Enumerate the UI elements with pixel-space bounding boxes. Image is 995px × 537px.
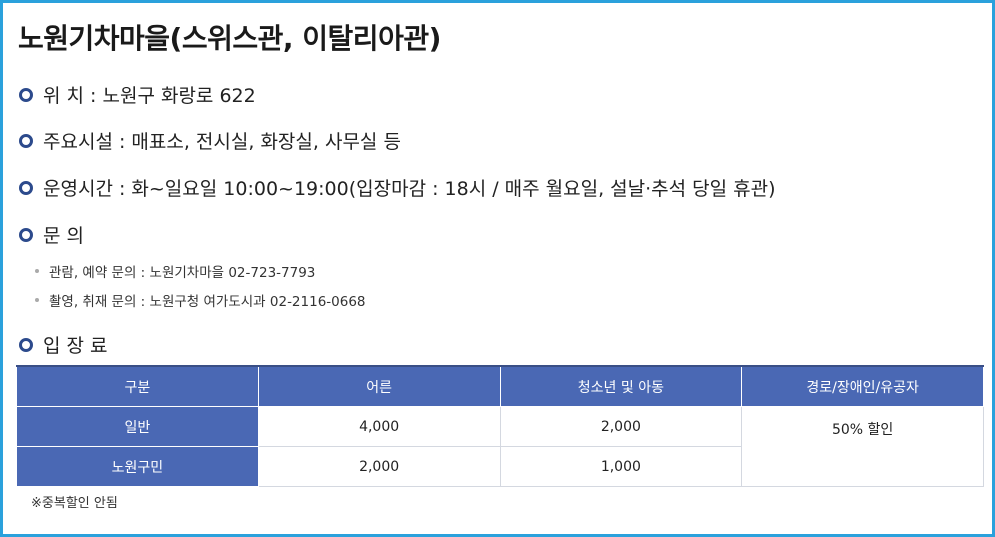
header-discount-group: 경로/장애인/유공자: [741, 365, 984, 407]
info-hours-text: 운영시간 : 화~일요일 10:00~19:00(입장마감 : 18시 / 매주…: [43, 178, 776, 200]
info-inquiry-text: 문 의: [43, 225, 84, 247]
page-title: 노원기차마을(스위스관, 이탈리아관): [18, 22, 441, 55]
fee-heading-text: 입 장 료: [43, 335, 108, 357]
cell-general-adult: 4,000: [257, 406, 501, 447]
row-label-resident: 노원구민: [16, 446, 259, 487]
dot-bullet-icon: [35, 269, 39, 273]
fee-table: 구분 어른 청소년 및 아동 경로/장애인/유공자 일반 4,000 2,000…: [16, 365, 984, 487]
discount-note: ※중복할인 안됨: [31, 496, 118, 511]
ring-bullet-icon: [19, 337, 33, 352]
cell-general-youth: 2,000: [499, 406, 743, 447]
cell-discount: 50% 할인: [741, 406, 984, 487]
ring-bullet-icon: [19, 87, 33, 102]
fee-table-header-row: 구분 어른 청소년 및 아동 경로/장애인/유공자: [16, 365, 984, 407]
cell-resident-youth: 1,000: [499, 446, 743, 487]
contact-item-tour: 관람, 예약 문의 : 노원기차마을 02-723-7793: [35, 261, 315, 281]
info-facilities-text: 주요시설 : 매표소, 전시실, 화장실, 사무실 등: [43, 131, 401, 153]
contact-item-filming: 촬영, 취재 문의 : 노원구청 여가도시과 02-2116-0668: [35, 290, 366, 310]
header-category: 구분: [16, 365, 259, 407]
ring-bullet-icon: [19, 227, 33, 242]
contact-filming-text: 촬영, 취재 문의 : 노원구청 여가도시과 02-2116-0668: [49, 294, 366, 310]
info-location-text: 위 치 : 노원구 화랑로 622: [43, 85, 256, 107]
contact-tour-text: 관람, 예약 문의 : 노원기차마을 02-723-7793: [49, 265, 316, 281]
table-row: 일반 4,000 2,000 50% 할인: [16, 406, 984, 487]
info-facilities: 주요시설 : 매표소, 전시실, 화장실, 사무실 등: [19, 127, 401, 154]
info-hours: 운영시간 : 화~일요일 10:00~19:00(입장마감 : 18시 / 매주…: [19, 174, 776, 201]
header-youth: 청소년 및 아동: [499, 365, 743, 407]
info-location: 위 치 : 노원구 화랑로 622: [19, 81, 256, 108]
row-label-general: 일반: [16, 406, 259, 447]
ring-bullet-icon: [19, 180, 33, 195]
fee-heading: 입 장 료: [19, 331, 108, 358]
dot-bullet-icon: [35, 298, 39, 302]
ring-bullet-icon: [19, 133, 33, 148]
info-inquiry: 문 의: [19, 221, 84, 248]
cell-resident-adult: 2,000: [257, 446, 501, 487]
table-row: 노원구민 2,000 1,000: [16, 446, 984, 487]
header-adult: 어른: [257, 365, 501, 407]
